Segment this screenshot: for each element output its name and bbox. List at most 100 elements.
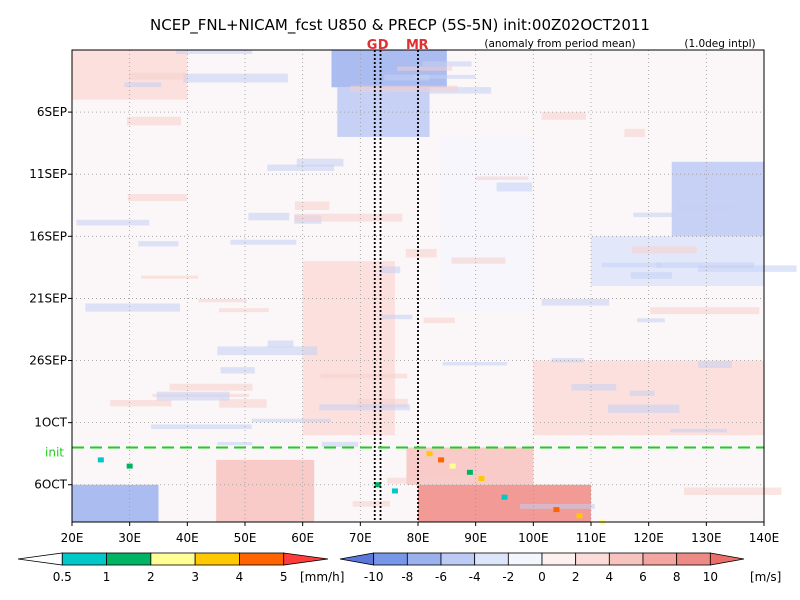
u850-colorbar-label: 0 [538, 570, 546, 584]
u850-streak [630, 272, 673, 279]
u850-streak [198, 299, 247, 303]
reference-letter: M [406, 38, 419, 53]
u850-streak [156, 391, 230, 401]
u850-streak [320, 373, 408, 379]
precip-colorbar-label: 2 [147, 570, 155, 584]
u850-colorbar-label: 8 [673, 570, 681, 584]
precip-point [576, 513, 583, 519]
x-tick-label: 60E [291, 531, 314, 545]
plot-area [71, 49, 797, 525]
y-tick-label: 6SEP [37, 105, 67, 119]
u850-colorbar-unit: [m/s] [750, 570, 781, 584]
u850-streak [698, 265, 797, 272]
u850-colorbar-segment [642, 552, 678, 566]
u850-colorbar-label: -2 [502, 570, 514, 584]
u850-colorbar-label: 4 [606, 570, 614, 584]
u850-streak [475, 176, 529, 180]
y-tick-label: 6OCT [34, 478, 67, 492]
u850-streak [442, 361, 507, 366]
u850-streak [124, 82, 162, 88]
u850-colorbar-label: 6 [639, 570, 647, 584]
u850-streak [294, 201, 330, 210]
u850-streak [219, 399, 267, 408]
u850-colorbar-segment [373, 552, 408, 566]
precip-colorbar-label: 0.5 [53, 570, 72, 584]
u850-streak [669, 428, 727, 433]
u850-streak [294, 213, 403, 222]
u850-streak [110, 400, 172, 407]
x-tick-label: 40E [176, 531, 199, 545]
precip-point [478, 476, 485, 482]
u850-colorbar-segment [507, 552, 543, 566]
u850-streak [230, 239, 297, 245]
precip-colorbar-segment [239, 552, 285, 566]
u850-texture [76, 50, 797, 509]
reference-letter: D [378, 38, 389, 53]
x-tick-label: 50E [234, 531, 257, 545]
precip-point [97, 457, 104, 463]
u850-streak [608, 404, 680, 413]
u850-streak [128, 72, 187, 80]
u850-streak [296, 158, 344, 167]
u850-streak [422, 61, 472, 67]
u850-streak [423, 317, 455, 324]
precip-point [449, 463, 456, 469]
u850-streak [248, 212, 290, 221]
u850-colorbar-label: -6 [435, 570, 447, 584]
x-tick-label: 20E [61, 531, 84, 545]
y-tick-label: 21SEP [29, 291, 67, 305]
reference-lines [373, 50, 419, 522]
precip-point [374, 482, 381, 488]
u850-streak [675, 203, 736, 210]
x-axis-ticks: 20E 30E 40E 50E 60E 70E 80E 90E 100E 110E 120E 130E… [61, 522, 779, 545]
u850-region [671, 161, 764, 237]
precip-colorbar-label: 4 [236, 570, 244, 584]
u850-streak [697, 360, 732, 369]
u850-region [441, 136, 534, 311]
u850-colorbar-segment [575, 552, 610, 566]
u850-streak [624, 128, 645, 137]
u850-colorbar-segment [541, 552, 577, 566]
u850-streak [217, 442, 253, 446]
u850-colorbar-cap [709, 552, 745, 566]
u850-streak [176, 50, 253, 54]
u850-streak [405, 248, 437, 258]
u850-streak [381, 314, 413, 320]
reference-letter: G [367, 38, 378, 53]
u850-colorbar-label: -8 [401, 570, 413, 584]
u850-region [533, 360, 764, 436]
u850-streak [379, 266, 401, 274]
u850-colorbar-label: -10 [364, 570, 384, 584]
precip-colorbar-cap [283, 552, 329, 566]
y-tick-label: 26SEP [29, 354, 67, 368]
u850-streak [633, 212, 676, 218]
u850-streak [183, 73, 288, 83]
u850-streak [571, 384, 617, 391]
y-tick-label: 16SEP [29, 229, 67, 243]
u850-colorbar: -10 -8 -6 -4 -2 0 2 4 6 8 10 [339, 552, 745, 584]
precip-point [438, 457, 445, 463]
u850-region [418, 484, 591, 522]
precip-colorbar-segment [61, 552, 107, 566]
precip-colorbar-segment [150, 552, 196, 566]
y-tick-label: 1OCT [34, 416, 67, 430]
u850-streak [601, 262, 662, 268]
u850-streak [541, 298, 610, 306]
x-tick-label: 30E [118, 531, 141, 545]
u850-streak [637, 318, 665, 323]
u850-streak [451, 257, 506, 264]
x-tick-label: 110E [576, 531, 607, 545]
u850-streak [321, 441, 358, 447]
precip-colorbar-label: 5 [280, 570, 288, 584]
u850-streak [319, 404, 410, 411]
u850-streak [251, 418, 331, 423]
u850-colorbar-segment [474, 552, 509, 566]
u850-streak [384, 74, 430, 81]
u850-colorbar-segment [440, 552, 476, 566]
u850-streak [217, 346, 318, 356]
u850-streak [413, 74, 476, 79]
u850-streak [220, 367, 255, 374]
x-tick-label: 80E [407, 531, 430, 545]
